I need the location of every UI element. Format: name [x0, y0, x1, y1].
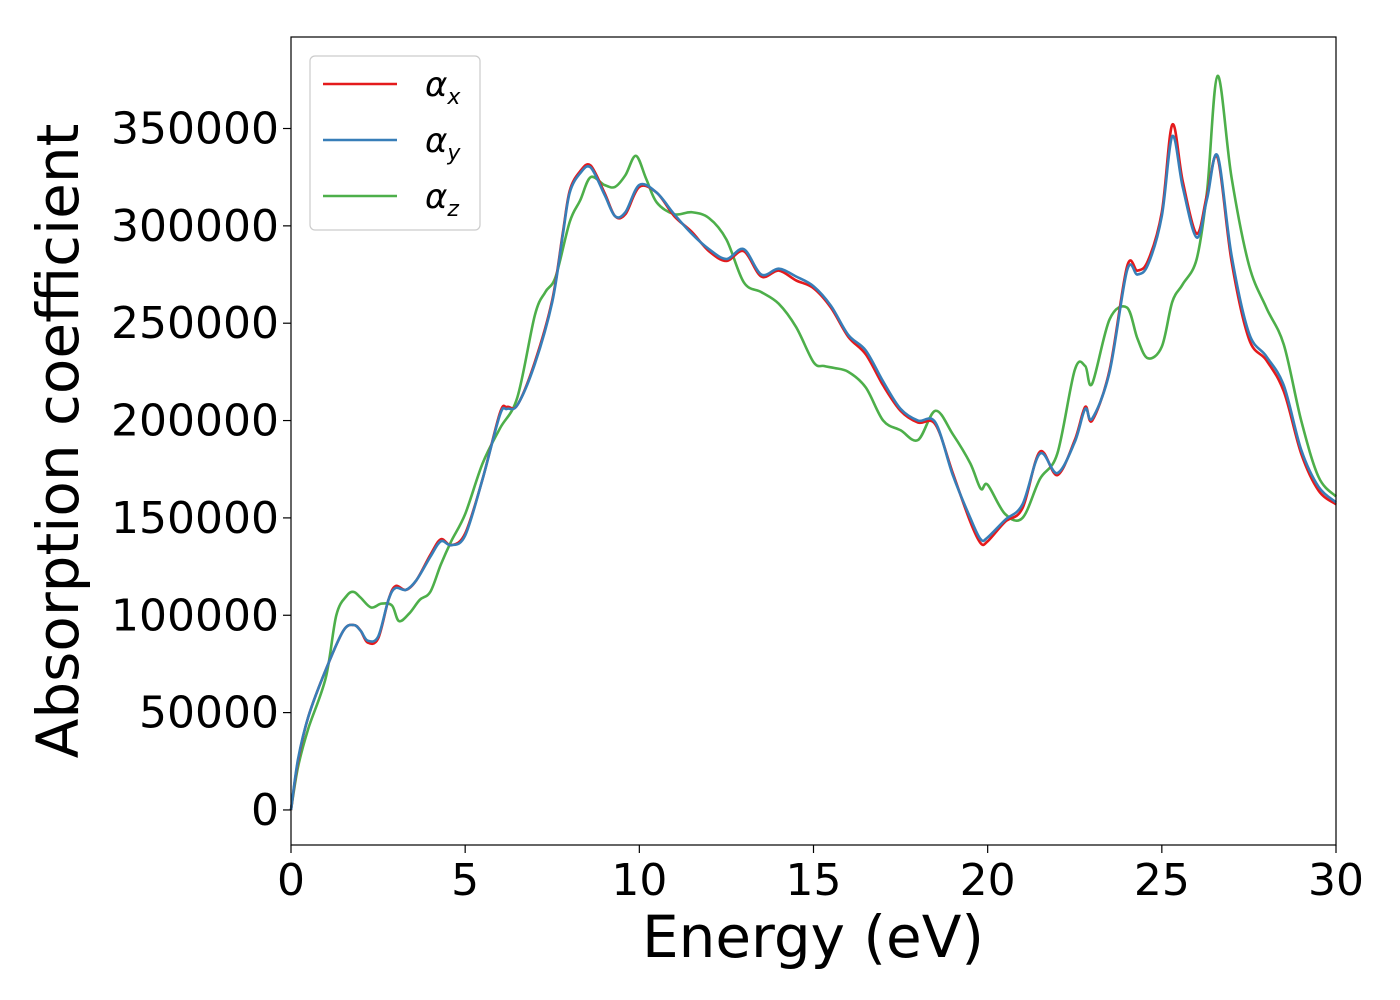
legend-label-x: αx: [425, 65, 461, 110]
x-tick-label: 0: [277, 855, 305, 906]
legend-label-y: αy: [425, 121, 461, 166]
series-lines: [289, 74, 1337, 811]
y-tick-label: 0: [251, 785, 279, 836]
x-tick-label: 15: [786, 855, 842, 906]
x-axis-label: Energy (eV): [642, 903, 984, 971]
x-tick-label: 20: [960, 855, 1016, 906]
y-axis-label: Absorption coefficient: [24, 124, 92, 759]
legend: αx αy αz: [309, 55, 481, 231]
y-tick-label: 300000: [111, 201, 279, 252]
legend-box: [309, 55, 481, 231]
y-tick-label: 50000: [139, 688, 279, 739]
series-line-y: [289, 134, 1337, 811]
y-tick-label: 250000: [111, 298, 279, 349]
series-line-z: [289, 74, 1337, 811]
y-tick-label: 100000: [111, 590, 279, 641]
x-tick-label: 5: [451, 855, 479, 906]
x-tick-label: 10: [611, 855, 667, 906]
x-tick-label: 25: [1134, 855, 1190, 906]
y-tick-label: 150000: [111, 493, 279, 544]
x-tick-label: 30: [1308, 855, 1364, 906]
legend-label-z: αz: [425, 177, 459, 222]
y-tick-label: 350000: [111, 104, 279, 155]
y-axis-ticks: 0 50000 100000 150000 200000 250000 300000 3500…: [111, 104, 291, 836]
x-axis-ticks: 0 5 10 15 20 25 30: [277, 845, 1364, 906]
y-tick-label: 200000: [111, 396, 279, 447]
